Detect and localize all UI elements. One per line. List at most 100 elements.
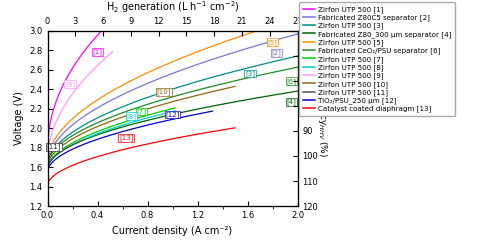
Zirfon UTP 500 [10] [106,121,112,123]
X-axis label: H$_2$ generation (L h$^{-1}$ cm$^{-2}$): H$_2$ generation (L h$^{-1}$ cm$^{-2}$) [106,0,240,15]
Zirfon UTP 500 [5] [74,113,80,116]
Zirfon UTP 500 [3] [144,96,150,99]
TiO₂/PSU_250 μm [12] [44,169,51,172]
TiO₂/PSU_250 μm [12] [164,119,170,122]
Zirfon UTP 500 [1] [117,11,123,14]
Line: Fabricated Z80_300 μm separator [4]: Fabricated Z80_300 μm separator [4] [48,91,298,167]
Line: Zirfon UTP 500 [9]: Zirfon UTP 500 [9] [48,52,112,155]
Fabricated CeO₂/PSU separator [6] [225,81,231,84]
Line: Zirfon UTP 500 [3]: Zirfon UTP 500 [3] [48,56,298,163]
Catalyst coated diaphragm [13] [232,126,238,129]
Zirfon UTP 500 [9] [52,122,59,125]
Zirfon UTP 500 [7] [95,130,101,133]
Zirfon UTP 500 [11] [72,142,78,145]
Zirfon UTP 500 [5] [202,48,208,51]
Zirfon UTP 500 [7] [86,133,92,136]
Fabricated Z80_300 μm separator [4] [202,106,208,109]
Zirfon UTP 500 [8] [136,119,142,122]
Zirfon UTP 500 [3] [74,127,80,130]
Catalyst coated diaphragm [13] [67,165,73,168]
Fabricated CeO₂/PSU separator [6] [74,131,80,134]
Catalyst coated diaphragm [13] [180,135,186,138]
Zirfon UTP 500 [5] [226,39,232,41]
Text: [1]: [1] [92,49,102,55]
TiO₂/PSU_250 μm [12] [148,123,154,126]
Line: Zirfon UTP 500 [7]: Zirfon UTP 500 [7] [48,108,175,167]
Zirfon UTP 500 [1] [116,11,122,14]
Zirfon UTP 500 [3] [44,162,51,164]
Zirfon UTP 500 [9] [70,91,76,94]
Zirfon UTP 500 [10] [162,102,168,105]
TiO₂/PSU_250 μm [12] [110,133,116,136]
Y-axis label: Efficiency$_{HHV}$ (%): Efficiency$_{HHV}$ (%) [316,80,329,157]
Text: [13]: [13] [119,134,134,141]
Zirfon UTP 500 [9] [92,67,98,70]
Zirfon UTP 500 [9] [86,73,91,76]
Zirfon UTP 500 [9] [92,67,98,70]
Line: Zirfon UTP 500 [8]: Zirfon UTP 500 [8] [48,111,175,168]
Zirfon UTP 500 [5] [225,39,231,42]
Fabricated Z80C5 separator [2] [294,33,300,36]
Text: [9]: [9] [65,81,75,88]
Zirfon UTP 500 [1] [56,91,62,94]
Line: TiO₂/PSU_250 μm [12]: TiO₂/PSU_250 μm [12] [48,111,212,171]
Text: [2]: [2] [272,50,281,56]
Line: Zirfon UTP 500 [11]: Zirfon UTP 500 [11] [48,139,85,168]
Zirfon UTP 500 [5] [144,72,150,75]
TiO₂/PSU_250 μm [12] [210,110,216,112]
Zirfon UTP 500 [8] [125,122,131,125]
Text: [4]: [4] [286,98,296,105]
Catalyst coated diaphragm [13] [106,152,112,155]
Zirfon UTP 500 [1] [84,46,90,49]
Line: Fabricated CeO₂/PSU separator [6]: Fabricated CeO₂/PSU separator [6] [48,67,298,163]
Fabricated CeO₂/PSU separator [6] [294,66,300,69]
Catalyst coated diaphragm [13] [162,139,168,142]
Text: [3]: [3] [245,70,255,77]
Fabricated Z80C5 separator [2] [202,61,208,63]
Zirfon UTP 500 [8] [86,136,92,139]
Zirfon UTP 500 [11] [49,158,55,161]
Zirfon UTP 500 [3] [126,103,132,106]
Fabricated CeO₂/PSU separator [6] [202,87,208,90]
Fabricated Z80C5 separator [2] [126,90,132,93]
Fabricated Z80_300 μm separator [4] [44,165,51,168]
Legend: Zirfon UTP 500 [1], Fabricated Z80C5 separator [2], Zirfon UTP 500 [3], Fabricat: Zirfon UTP 500 [1], Fabricated Z80C5 sep… [299,2,455,116]
Y-axis label: Voltage (V): Voltage (V) [14,92,24,145]
Zirfon UTP 500 [11] [82,138,88,141]
Zirfon UTP 500 [7] [125,120,131,122]
Zirfon UTP 500 [3] [226,71,232,74]
Catalyst coated diaphragm [13] [181,135,187,138]
Fabricated CeO₂/PSU separator [6] [226,81,232,84]
Zirfon UTP 500 [7] [60,147,66,150]
Zirfon UTP 500 [10] [232,85,238,88]
Line: Zirfon UTP 500 [10]: Zirfon UTP 500 [10] [48,86,235,165]
Zirfon UTP 500 [11] [44,166,51,169]
Zirfon UTP 500 [3] [202,78,208,81]
TiO₂/PSU_250 μm [12] [98,137,104,140]
Fabricated CeO₂/PSU separator [6] [44,162,51,165]
Text: [11]: [11] [46,143,61,150]
Zirfon UTP 500 [7] [137,116,143,119]
Line: Fabricated Z80C5 separator [2]: Fabricated Z80C5 separator [2] [48,34,298,162]
Zirfon UTP 500 [8] [95,132,101,135]
Zirfon UTP 500 [1] [44,143,51,146]
Zirfon UTP 500 [11] [68,144,74,147]
Zirfon UTP 500 [7] [136,116,142,119]
Fabricated Z80C5 separator [2] [74,119,80,122]
Zirfon UTP 500 [8] [44,167,51,170]
Fabricated Z80_300 μm separator [4] [144,119,150,122]
Zirfon UTP 500 [7] [44,166,51,169]
Text: [5]: [5] [268,39,278,46]
Line: Zirfon UTP 500 [5]: Zirfon UTP 500 [5] [48,18,298,160]
Text: [12]: [12] [166,111,179,118]
Zirfon UTP 500 [8] [137,119,143,122]
Text: [6]: [6] [286,78,296,85]
Zirfon UTP 500 [3] [225,71,231,74]
Fabricated Z80_300 μm separator [4] [126,124,132,127]
Zirfon UTP 500 [5] [44,158,51,161]
Fabricated CeO₂/PSU separator [6] [126,109,132,112]
Fabricated CeO₂/PSU separator [6] [144,103,150,106]
Fabricated Z80_300 μm separator [4] [225,102,231,105]
Text: [8]: [8] [126,113,136,120]
Line: Catalyst coated diaphragm [13]: Catalyst coated diaphragm [13] [48,128,235,184]
